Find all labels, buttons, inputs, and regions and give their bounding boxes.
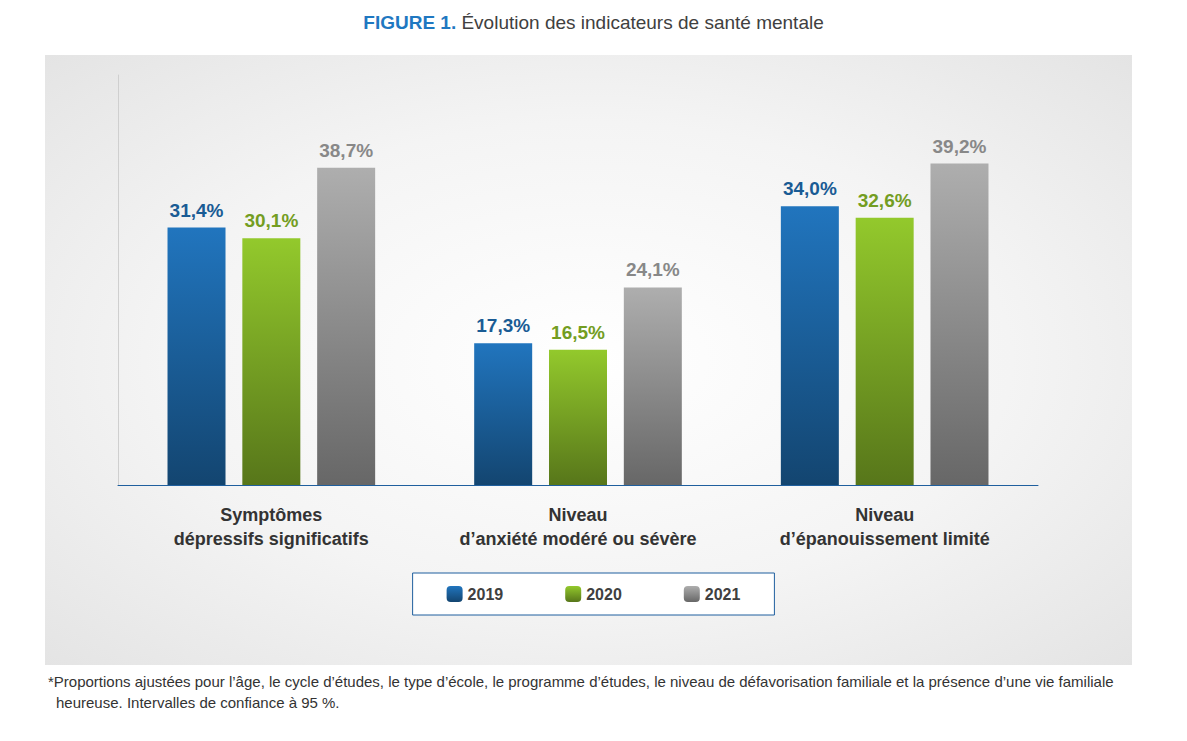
svg-text:dépressifs significatifs: dépressifs significatifs [174,529,369,549]
svg-text:Niveau: Niveau [855,505,914,525]
svg-text:39,2%: 39,2% [933,136,987,157]
svg-text:2021: 2021 [705,586,741,603]
svg-text:d’épanouissement limité: d’épanouissement limité [780,529,990,549]
svg-text:Niveau: Niveau [548,505,607,525]
svg-text:38,7%: 38,7% [319,140,373,161]
svg-text:30,1%: 30,1% [244,210,298,231]
html-text:*Proportions ajustées pour l’â: *Proportions ajustées pour l’âge, le cyc… [48,673,1114,711]
svg-text:16,5%: 16,5% [551,322,605,343]
svg-text:24,1%: 24,1% [626,259,680,280]
svg-text:2019: 2019 [468,586,504,603]
svg-text:31,4%: 31,4% [170,200,224,221]
svg-text:32,6%: 32,6% [858,190,912,211]
svg-text:Symptômes: Symptômes [220,505,322,525]
svg-text:d’anxiété modéré ou sévère: d’anxiété modéré ou sévère [459,529,696,549]
svg-text:Évolution des indicateurs de s: Évolution des indicateurs de santé menta… [456,12,824,33]
svg-text:17,3%: 17,3% [476,315,530,336]
svg-text:34,0%: 34,0% [783,178,837,199]
svg-text:FIGURE 1.: FIGURE 1. [363,12,456,33]
svg-text:2020: 2020 [586,586,622,603]
